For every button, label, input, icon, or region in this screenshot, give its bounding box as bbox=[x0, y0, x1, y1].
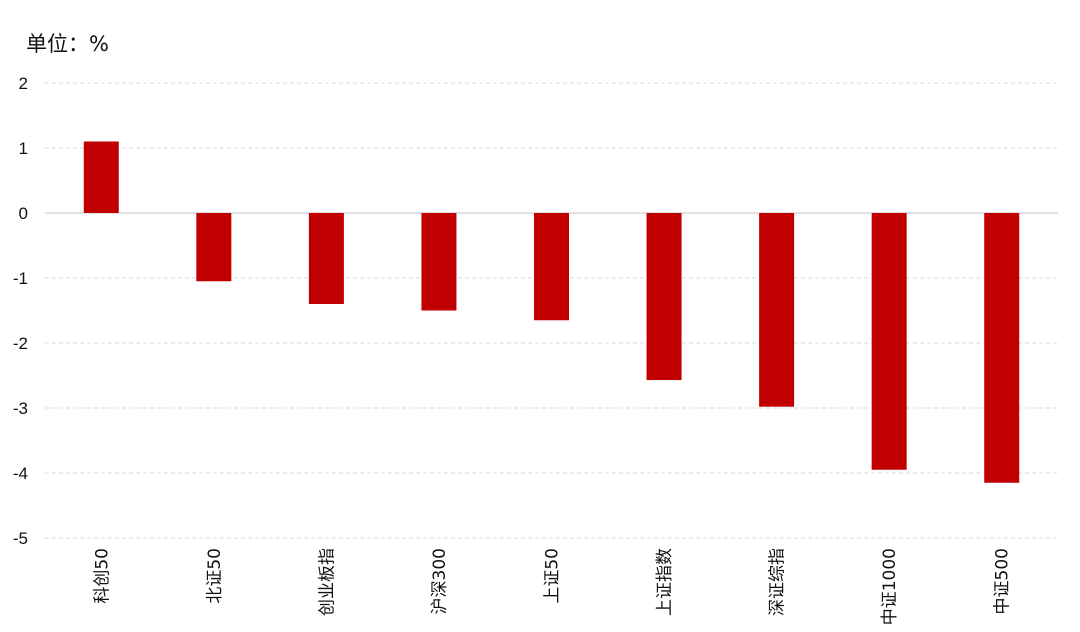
bar bbox=[871, 213, 907, 470]
x-category-label: 上证50 bbox=[543, 548, 563, 604]
bar bbox=[984, 213, 1020, 483]
bar bbox=[646, 213, 682, 381]
x-category-label: 科创50 bbox=[92, 548, 112, 604]
y-tick-label: -4 bbox=[13, 464, 28, 483]
bar bbox=[83, 141, 119, 213]
x-category-label: 中证500 bbox=[993, 548, 1013, 614]
x-category-label: 中证1000 bbox=[880, 548, 900, 625]
bar bbox=[308, 213, 344, 304]
y-tick-label: 1 bbox=[19, 139, 28, 158]
x-category-label: 上证指数 bbox=[655, 548, 675, 616]
y-tick-label: -2 bbox=[13, 334, 28, 353]
y-tick-label: -1 bbox=[13, 269, 28, 288]
bar bbox=[759, 213, 795, 407]
y-tick-label: -3 bbox=[13, 399, 28, 418]
unit-label: 单位：% bbox=[26, 32, 109, 56]
x-category-label: 北证50 bbox=[205, 548, 225, 604]
y-tick-label: 2 bbox=[19, 74, 28, 93]
y-tick-label: 0 bbox=[19, 204, 28, 223]
x-category-label: 深证综指 bbox=[768, 548, 788, 616]
bar bbox=[196, 213, 232, 282]
x-category-label: 沪深300 bbox=[430, 548, 450, 614]
x-category-label: 创业板指 bbox=[317, 548, 337, 616]
bar bbox=[421, 213, 457, 311]
bar bbox=[534, 213, 569, 321]
y-tick-label: -5 bbox=[13, 529, 28, 548]
